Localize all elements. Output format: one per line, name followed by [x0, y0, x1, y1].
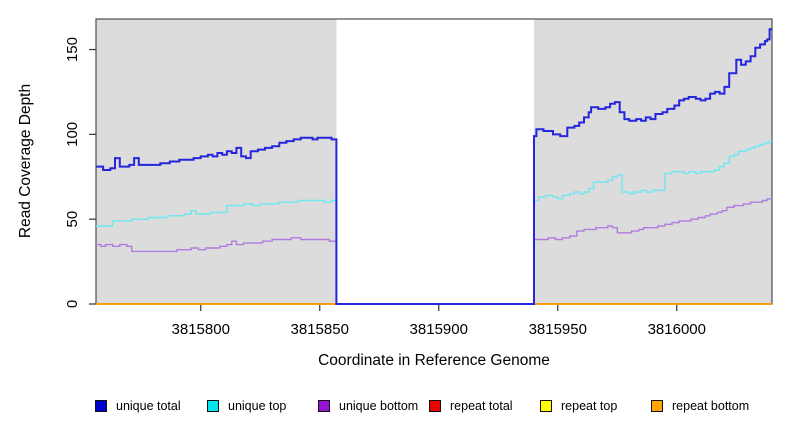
svg-text:3815850: 3815850	[291, 321, 349, 338]
legend-swatch-repeat-top	[540, 400, 552, 412]
svg-text:3815800: 3815800	[172, 321, 230, 338]
legend-label: unique total	[116, 399, 181, 413]
y-axis-label: Read Coverage Depth	[17, 83, 34, 239]
legend-label: repeat top	[561, 399, 618, 413]
legend-swatch-repeat-bottom	[651, 400, 663, 412]
svg-text:100: 100	[64, 122, 81, 147]
legend-label: repeat total	[450, 399, 513, 413]
x-axis-label: Coordinate in Reference Genome	[318, 352, 550, 369]
legend-label: unique bottom	[339, 399, 419, 413]
legend-swatch-unique-bottom	[318, 400, 330, 412]
svg-text:3815950: 3815950	[529, 321, 587, 338]
svg-text:3816000: 3816000	[648, 321, 706, 338]
legend-label: unique top	[228, 399, 287, 413]
legend-item-unique-bottom: unique bottom	[318, 399, 418, 413]
legend-item-repeat-total: repeat total	[429, 399, 513, 413]
svg-text:0: 0	[64, 300, 81, 308]
legend-item-repeat-top: repeat top	[540, 399, 617, 413]
legend-swatch-repeat-total	[429, 400, 441, 412]
legend-item-unique-top: unique top	[207, 399, 286, 413]
svg-text:50: 50	[64, 211, 81, 228]
chart-legend: unique total unique top unique bottom re…	[0, 398, 792, 418]
legend-swatch-unique-total	[95, 400, 107, 412]
svg-text:3815900: 3815900	[410, 321, 468, 338]
legend-item-repeat-bottom: repeat bottom	[651, 399, 749, 413]
svg-text:150: 150	[64, 37, 81, 62]
legend-label: repeat bottom	[672, 399, 750, 413]
legend-item-unique-total: unique total	[95, 399, 181, 413]
legend-swatch-unique-top	[207, 400, 219, 412]
